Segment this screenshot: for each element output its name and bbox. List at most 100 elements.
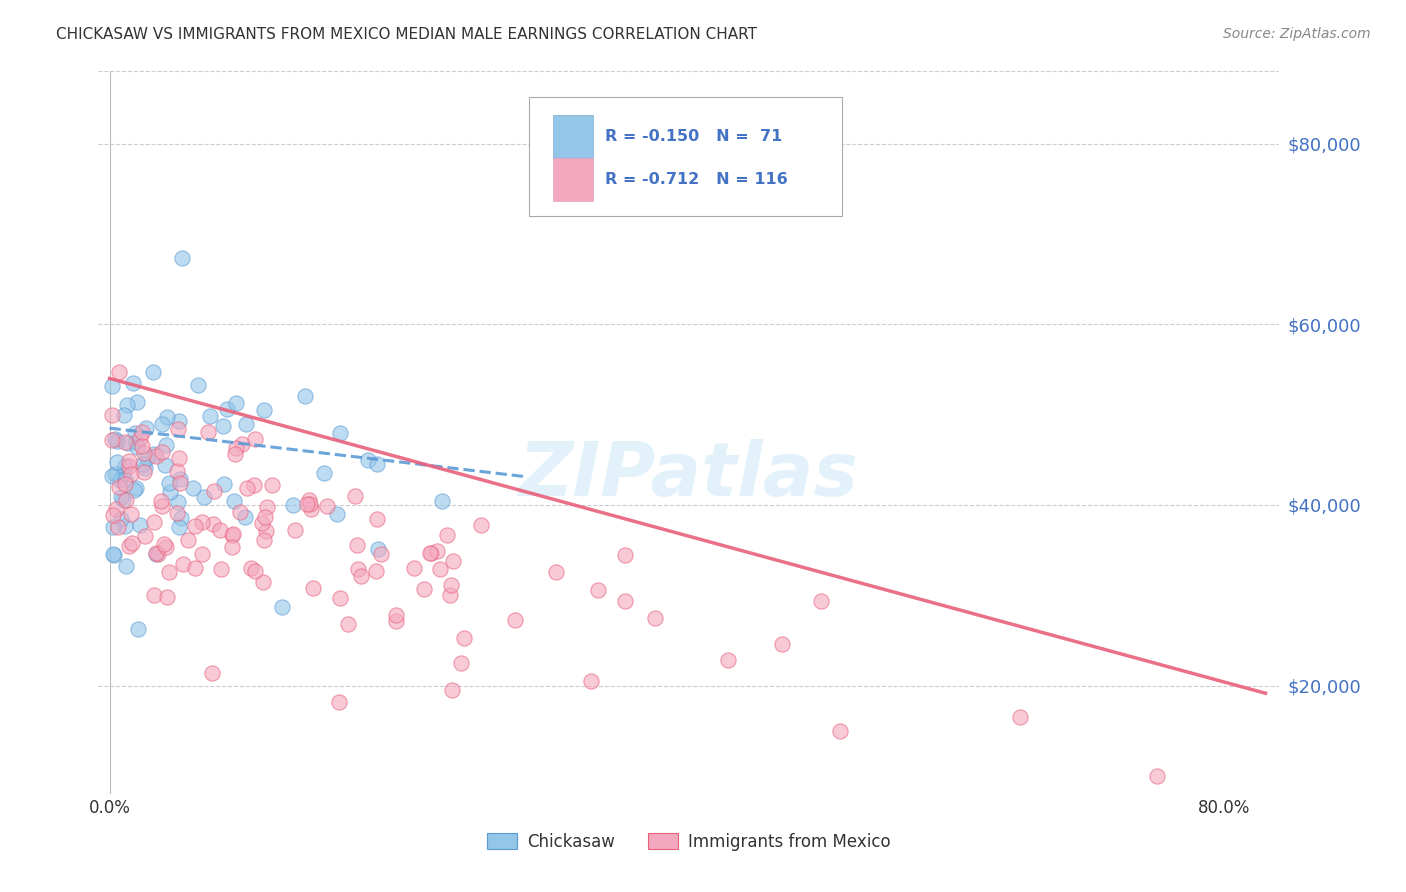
Point	[145, 450, 167, 464]
Point	[413, 582, 436, 596]
Point	[221, 528, 243, 542]
Point	[105, 455, 128, 469]
Point	[191, 547, 214, 561]
Point	[132, 457, 155, 471]
Point	[169, 414, 191, 428]
FancyBboxPatch shape	[553, 159, 593, 201]
Point	[581, 673, 603, 688]
Point	[153, 536, 176, 550]
Point	[326, 508, 349, 522]
Point	[283, 498, 305, 512]
Point	[336, 616, 359, 631]
Text: R = -0.150   N =  71: R = -0.150 N = 71	[605, 128, 782, 144]
Point	[193, 490, 215, 504]
Point	[103, 547, 125, 561]
Point	[770, 637, 793, 651]
Point	[114, 493, 136, 508]
Point	[134, 465, 156, 479]
Point	[253, 533, 276, 548]
Point	[222, 527, 245, 541]
Point	[145, 547, 167, 561]
Point	[262, 478, 284, 492]
Point	[201, 666, 224, 681]
Point	[184, 561, 207, 575]
Text: Source: ZipAtlas.com: Source: ZipAtlas.com	[1223, 27, 1371, 41]
Point	[236, 481, 259, 495]
Point	[450, 656, 472, 670]
Point	[142, 365, 165, 379]
Point	[104, 432, 127, 446]
Point	[439, 588, 461, 602]
Point	[177, 533, 200, 547]
Point	[231, 437, 253, 451]
Point	[131, 439, 153, 453]
Point	[329, 425, 352, 440]
Point	[155, 438, 177, 452]
Point	[120, 507, 142, 521]
Point	[250, 516, 273, 531]
Point	[110, 511, 132, 525]
Point	[370, 547, 392, 561]
Point	[125, 434, 148, 449]
Point	[122, 483, 145, 497]
Point	[169, 472, 191, 486]
Point	[254, 524, 277, 538]
Point	[191, 515, 214, 529]
Point	[101, 379, 124, 393]
Point	[298, 492, 321, 507]
Point	[810, 593, 832, 607]
Point	[166, 506, 188, 520]
Point	[143, 588, 166, 602]
Point	[101, 469, 124, 483]
Point	[121, 536, 143, 550]
Point	[101, 408, 124, 422]
Point	[366, 457, 388, 471]
Point	[101, 433, 124, 447]
Point	[181, 481, 204, 495]
Point	[346, 538, 368, 552]
Point	[222, 494, 245, 508]
Point	[118, 540, 141, 554]
Point	[347, 561, 370, 575]
Point	[166, 464, 188, 478]
Point	[143, 447, 166, 461]
Point	[103, 548, 125, 562]
Point	[367, 541, 389, 556]
Point	[344, 489, 367, 503]
Point	[284, 523, 307, 537]
Point	[298, 497, 321, 511]
Point	[167, 450, 190, 465]
Point	[212, 418, 235, 433]
Point	[385, 607, 408, 622]
Point	[404, 561, 426, 575]
Point	[111, 467, 134, 482]
Point	[169, 475, 191, 490]
Point	[111, 493, 134, 508]
Point	[1146, 769, 1168, 783]
Point	[148, 548, 170, 562]
Point	[127, 440, 149, 454]
Point	[420, 546, 443, 560]
Point	[328, 695, 350, 709]
Point	[127, 395, 149, 409]
Point	[150, 494, 173, 508]
Point	[200, 409, 222, 424]
Point	[187, 377, 209, 392]
Point	[159, 476, 181, 491]
Point	[252, 575, 274, 590]
Point	[830, 724, 852, 739]
Point	[233, 510, 256, 524]
Point	[1010, 710, 1032, 724]
Point	[295, 498, 318, 512]
Point	[299, 501, 322, 516]
Point	[503, 613, 526, 627]
Point	[115, 398, 138, 412]
Point	[240, 561, 263, 575]
Point	[114, 435, 136, 450]
Point	[167, 422, 190, 436]
Point	[155, 409, 177, 424]
Point	[253, 510, 276, 524]
Point	[101, 520, 124, 534]
Point	[101, 508, 124, 522]
Legend: Chickasaw, Immigrants from Mexico: Chickasaw, Immigrants from Mexico	[481, 827, 897, 858]
